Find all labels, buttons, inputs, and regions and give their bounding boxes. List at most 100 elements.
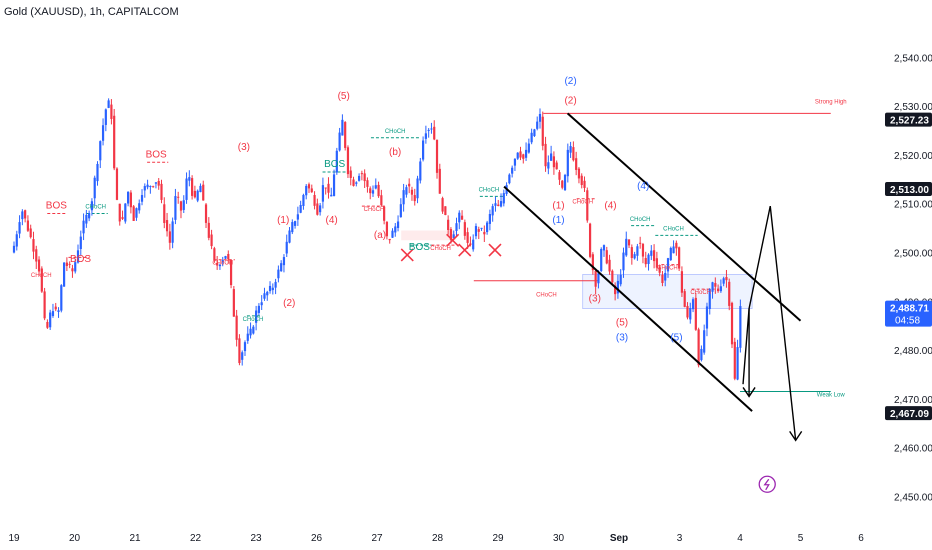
candle-body bbox=[664, 272, 667, 281]
candle bbox=[360, 170, 363, 181]
candle-body bbox=[165, 220, 169, 232]
candle-body bbox=[330, 194, 333, 197]
candle bbox=[177, 191, 180, 204]
candle bbox=[647, 253, 650, 271]
candle bbox=[355, 181, 358, 187]
candle bbox=[577, 167, 581, 184]
candle bbox=[216, 256, 219, 270]
candle bbox=[416, 175, 419, 204]
candle bbox=[49, 309, 52, 331]
candle bbox=[394, 223, 397, 237]
candle bbox=[51, 303, 55, 318]
candle-body bbox=[366, 180, 369, 187]
candle-body bbox=[627, 239, 631, 246]
candle-body bbox=[107, 100, 110, 108]
candle bbox=[555, 160, 558, 170]
candle bbox=[625, 231, 628, 257]
candle-body bbox=[93, 177, 96, 199]
candle bbox=[413, 188, 416, 206]
candle-body bbox=[241, 352, 244, 360]
candle bbox=[697, 327, 700, 368]
candle bbox=[700, 345, 703, 362]
candle bbox=[146, 179, 149, 190]
candle-body bbox=[427, 129, 430, 131]
candle bbox=[60, 284, 63, 313]
candle-body bbox=[661, 274, 664, 284]
candle bbox=[675, 240, 678, 256]
projection-line bbox=[742, 205, 797, 441]
candle-body bbox=[51, 311, 55, 316]
candle-body bbox=[594, 270, 597, 287]
candle-body bbox=[218, 264, 222, 267]
candle bbox=[550, 145, 553, 161]
candle-body bbox=[32, 239, 35, 252]
annotation-label: (2) bbox=[564, 96, 576, 107]
candle bbox=[644, 251, 647, 268]
candle-body bbox=[586, 190, 589, 221]
candle bbox=[594, 269, 597, 295]
candle-body bbox=[383, 206, 386, 221]
candle bbox=[719, 279, 722, 293]
candle-body bbox=[46, 321, 49, 328]
candle-body bbox=[355, 182, 358, 184]
candle-body bbox=[104, 109, 107, 125]
y-tick-label: 2,530.00 bbox=[894, 102, 932, 113]
candle bbox=[538, 108, 542, 129]
y-tick-label: 2,540.00 bbox=[894, 53, 932, 64]
candle bbox=[26, 215, 30, 232]
x-tick-label: 4 bbox=[737, 533, 743, 544]
x-tick-label: 22 bbox=[190, 533, 202, 544]
candle bbox=[716, 284, 720, 293]
candle bbox=[466, 227, 469, 249]
candle-body bbox=[260, 302, 263, 306]
candle-body bbox=[541, 116, 544, 146]
candle bbox=[24, 209, 27, 223]
candle-body bbox=[171, 221, 174, 243]
arrow-head bbox=[789, 430, 803, 442]
candle-body bbox=[705, 306, 709, 329]
annotation-label: Strong High bbox=[815, 100, 847, 106]
candle bbox=[121, 210, 124, 220]
candle bbox=[522, 153, 525, 164]
candle-body bbox=[79, 236, 82, 250]
candle-body bbox=[238, 338, 241, 364]
candle bbox=[110, 99, 113, 125]
candle bbox=[547, 155, 550, 175]
candle bbox=[616, 274, 620, 299]
candle-body bbox=[257, 305, 261, 313]
annotation-label: CHoCH bbox=[630, 217, 651, 223]
candle bbox=[374, 178, 377, 190]
candle bbox=[62, 261, 66, 287]
candle-body bbox=[344, 122, 347, 148]
candle-body bbox=[474, 226, 478, 237]
price-badge bbox=[885, 112, 932, 127]
candle bbox=[460, 210, 464, 220]
candle-body bbox=[616, 280, 620, 294]
candle-body bbox=[452, 234, 455, 239]
candle bbox=[588, 222, 592, 259]
annotation-label: CHoCH bbox=[364, 207, 385, 213]
candle bbox=[143, 183, 146, 198]
candle bbox=[591, 252, 594, 275]
candle bbox=[444, 206, 447, 216]
candle bbox=[494, 196, 497, 212]
x-tick-label: Sep bbox=[610, 533, 628, 544]
candle bbox=[266, 290, 269, 301]
candle-body bbox=[296, 214, 299, 220]
candle-body bbox=[472, 239, 475, 250]
candle bbox=[196, 189, 199, 203]
candle-body bbox=[736, 347, 739, 380]
candle-body bbox=[271, 287, 274, 291]
candle bbox=[491, 203, 494, 222]
candle bbox=[572, 141, 575, 162]
candle-body bbox=[561, 180, 564, 188]
candle-body bbox=[37, 259, 41, 272]
candle bbox=[472, 234, 475, 252]
time-axis[interactable]: 19 20 21 22 23 26 27 28 29 30 Sep 3 4 5 6 bbox=[8, 533, 864, 544]
candle bbox=[536, 116, 539, 131]
candle-body bbox=[135, 208, 138, 218]
candle bbox=[371, 185, 375, 197]
candle bbox=[88, 210, 91, 222]
candle bbox=[32, 231, 35, 260]
